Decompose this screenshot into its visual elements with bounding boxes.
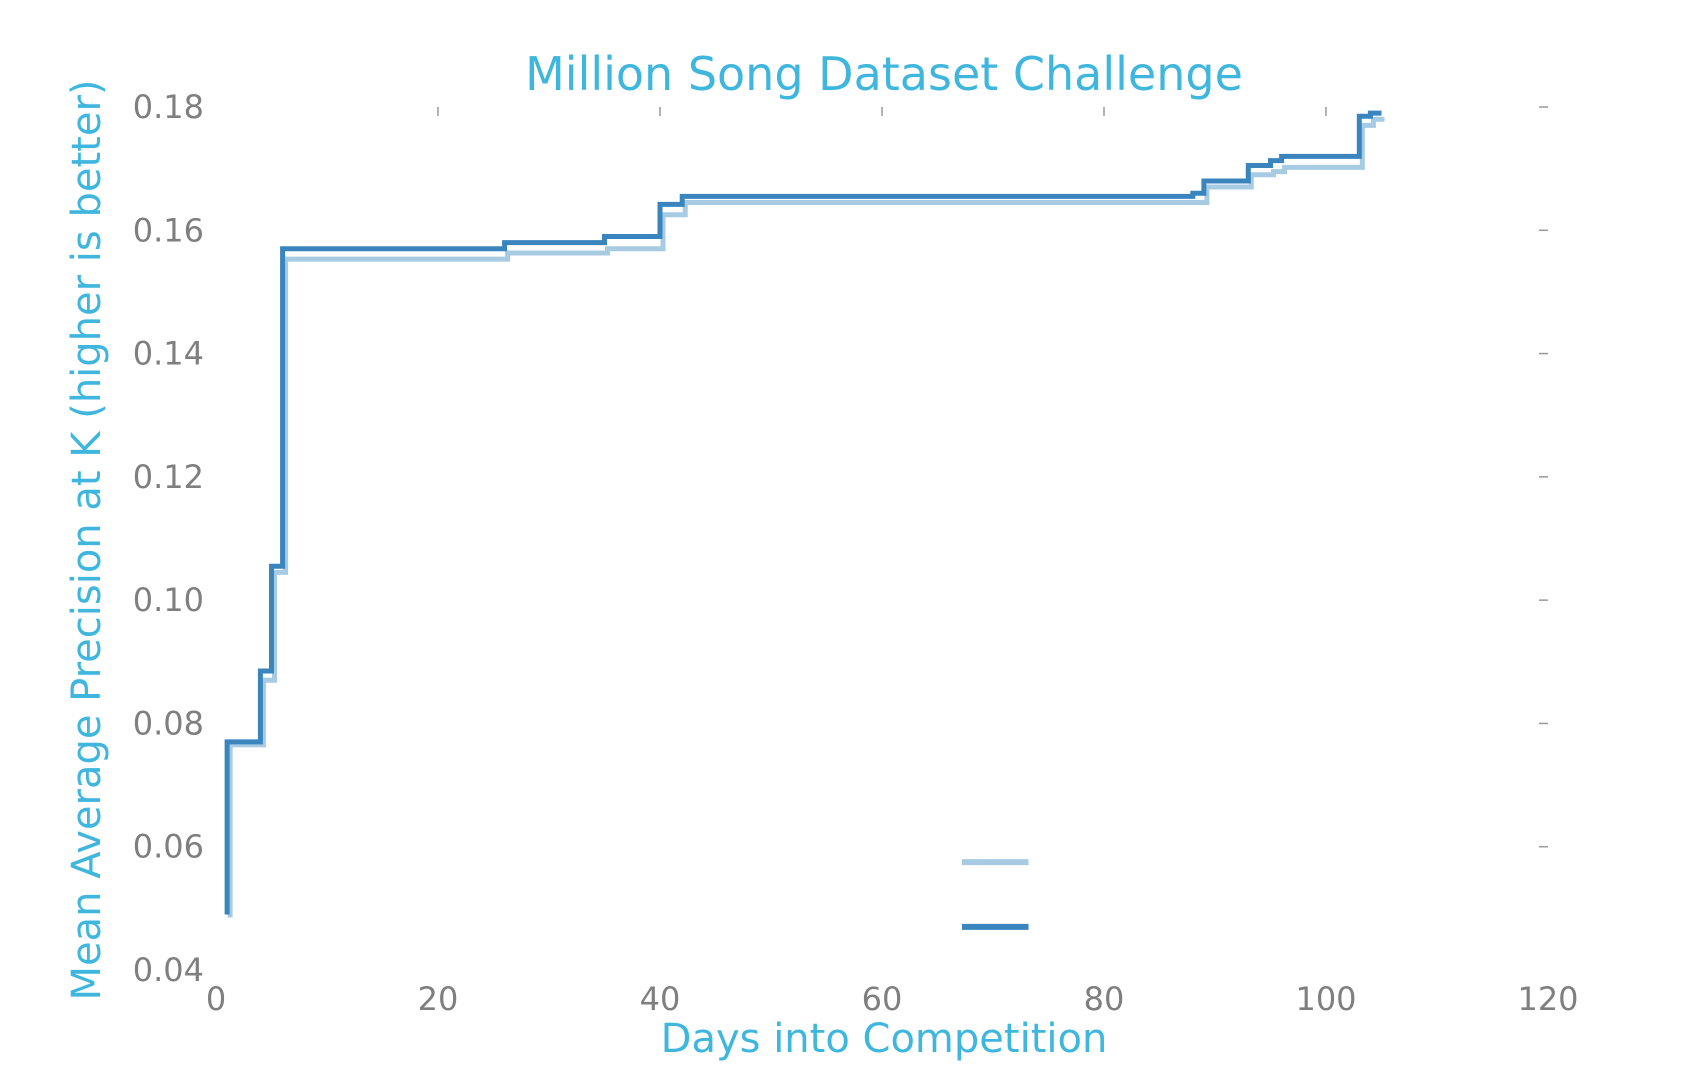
x-tick-label: 20 [418, 980, 459, 1018]
y-tick-label: 0.18 [133, 88, 204, 126]
series-line-2 [224, 110, 1382, 915]
y-tick-label: 0.16 [133, 211, 204, 249]
x-tick-label: 40 [640, 980, 681, 1018]
y-tick-label: 0.14 [133, 335, 204, 373]
y-tick-label: 0.10 [133, 581, 204, 619]
legend [961, 859, 1029, 930]
x-tick-label: 80 [1084, 980, 1125, 1018]
x-tick-label: 60 [862, 980, 903, 1018]
y-axis-title: Mean Average Precision at K (higher is b… [64, 80, 110, 1001]
x-tick-label: 0 [206, 980, 226, 1018]
x-tick-label: 100 [1295, 980, 1356, 1018]
y-tick-label: 0.08 [133, 704, 204, 742]
x-axis-title: Days into Competition [661, 1016, 1108, 1062]
y-tick-label: 0.04 [133, 951, 204, 989]
y-tick-label: 0.12 [133, 458, 204, 496]
chart-title: Million Song Dataset Challenge [525, 47, 1243, 101]
series-line-1 [227, 116, 1385, 918]
axis-ticks: 0 20 40 60 80 100 120 0.04 0.06 0.08 0.10 0.12 0.14 0… [133, 88, 1579, 1018]
y-tick-label: 0.06 [133, 828, 204, 866]
x-tick-label: 120 [1517, 980, 1578, 1018]
series-lines [224, 110, 1385, 918]
